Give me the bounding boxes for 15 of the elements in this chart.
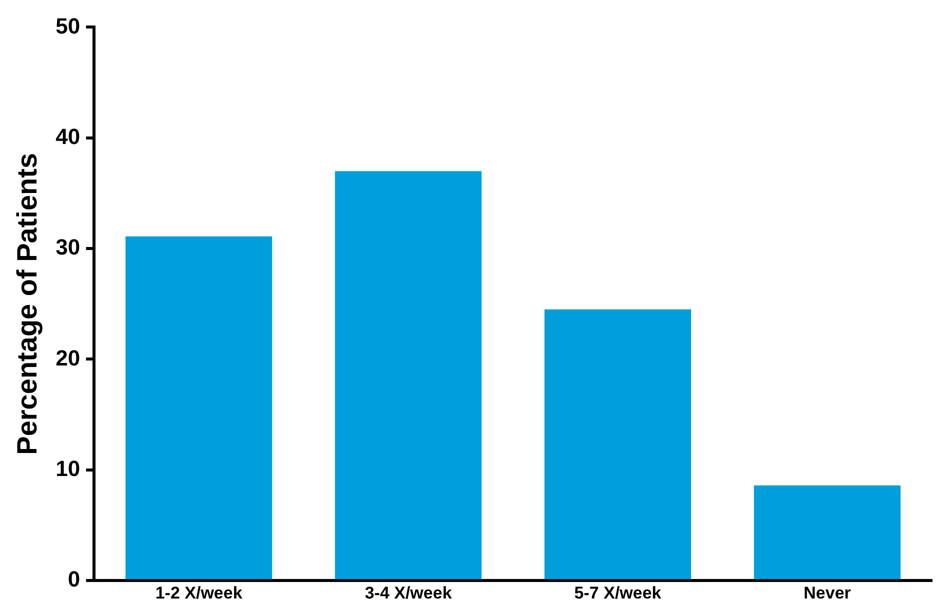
- y-tick-label: 30: [56, 234, 80, 260]
- y-tick-label: 10: [56, 456, 80, 481]
- y-tick-label: 50: [56, 13, 80, 38]
- bar: [754, 485, 901, 580]
- y-tick-label: 20: [56, 345, 80, 370]
- x-tick-label: Never: [804, 583, 852, 602]
- x-tick-label: 3-4 X/week: [364, 583, 452, 602]
- bar: [334, 171, 482, 580]
- x-tick-label: 1-2 X/week: [155, 583, 243, 602]
- x-tick-label: 5-7 X/week: [574, 583, 662, 602]
- y-tick-label: 0: [68, 566, 80, 592]
- y-axis-title: Percentage of Patients: [12, 152, 43, 455]
- y-tick-label: 40: [56, 124, 80, 149]
- bar: [125, 236, 272, 580]
- bar: [544, 309, 692, 580]
